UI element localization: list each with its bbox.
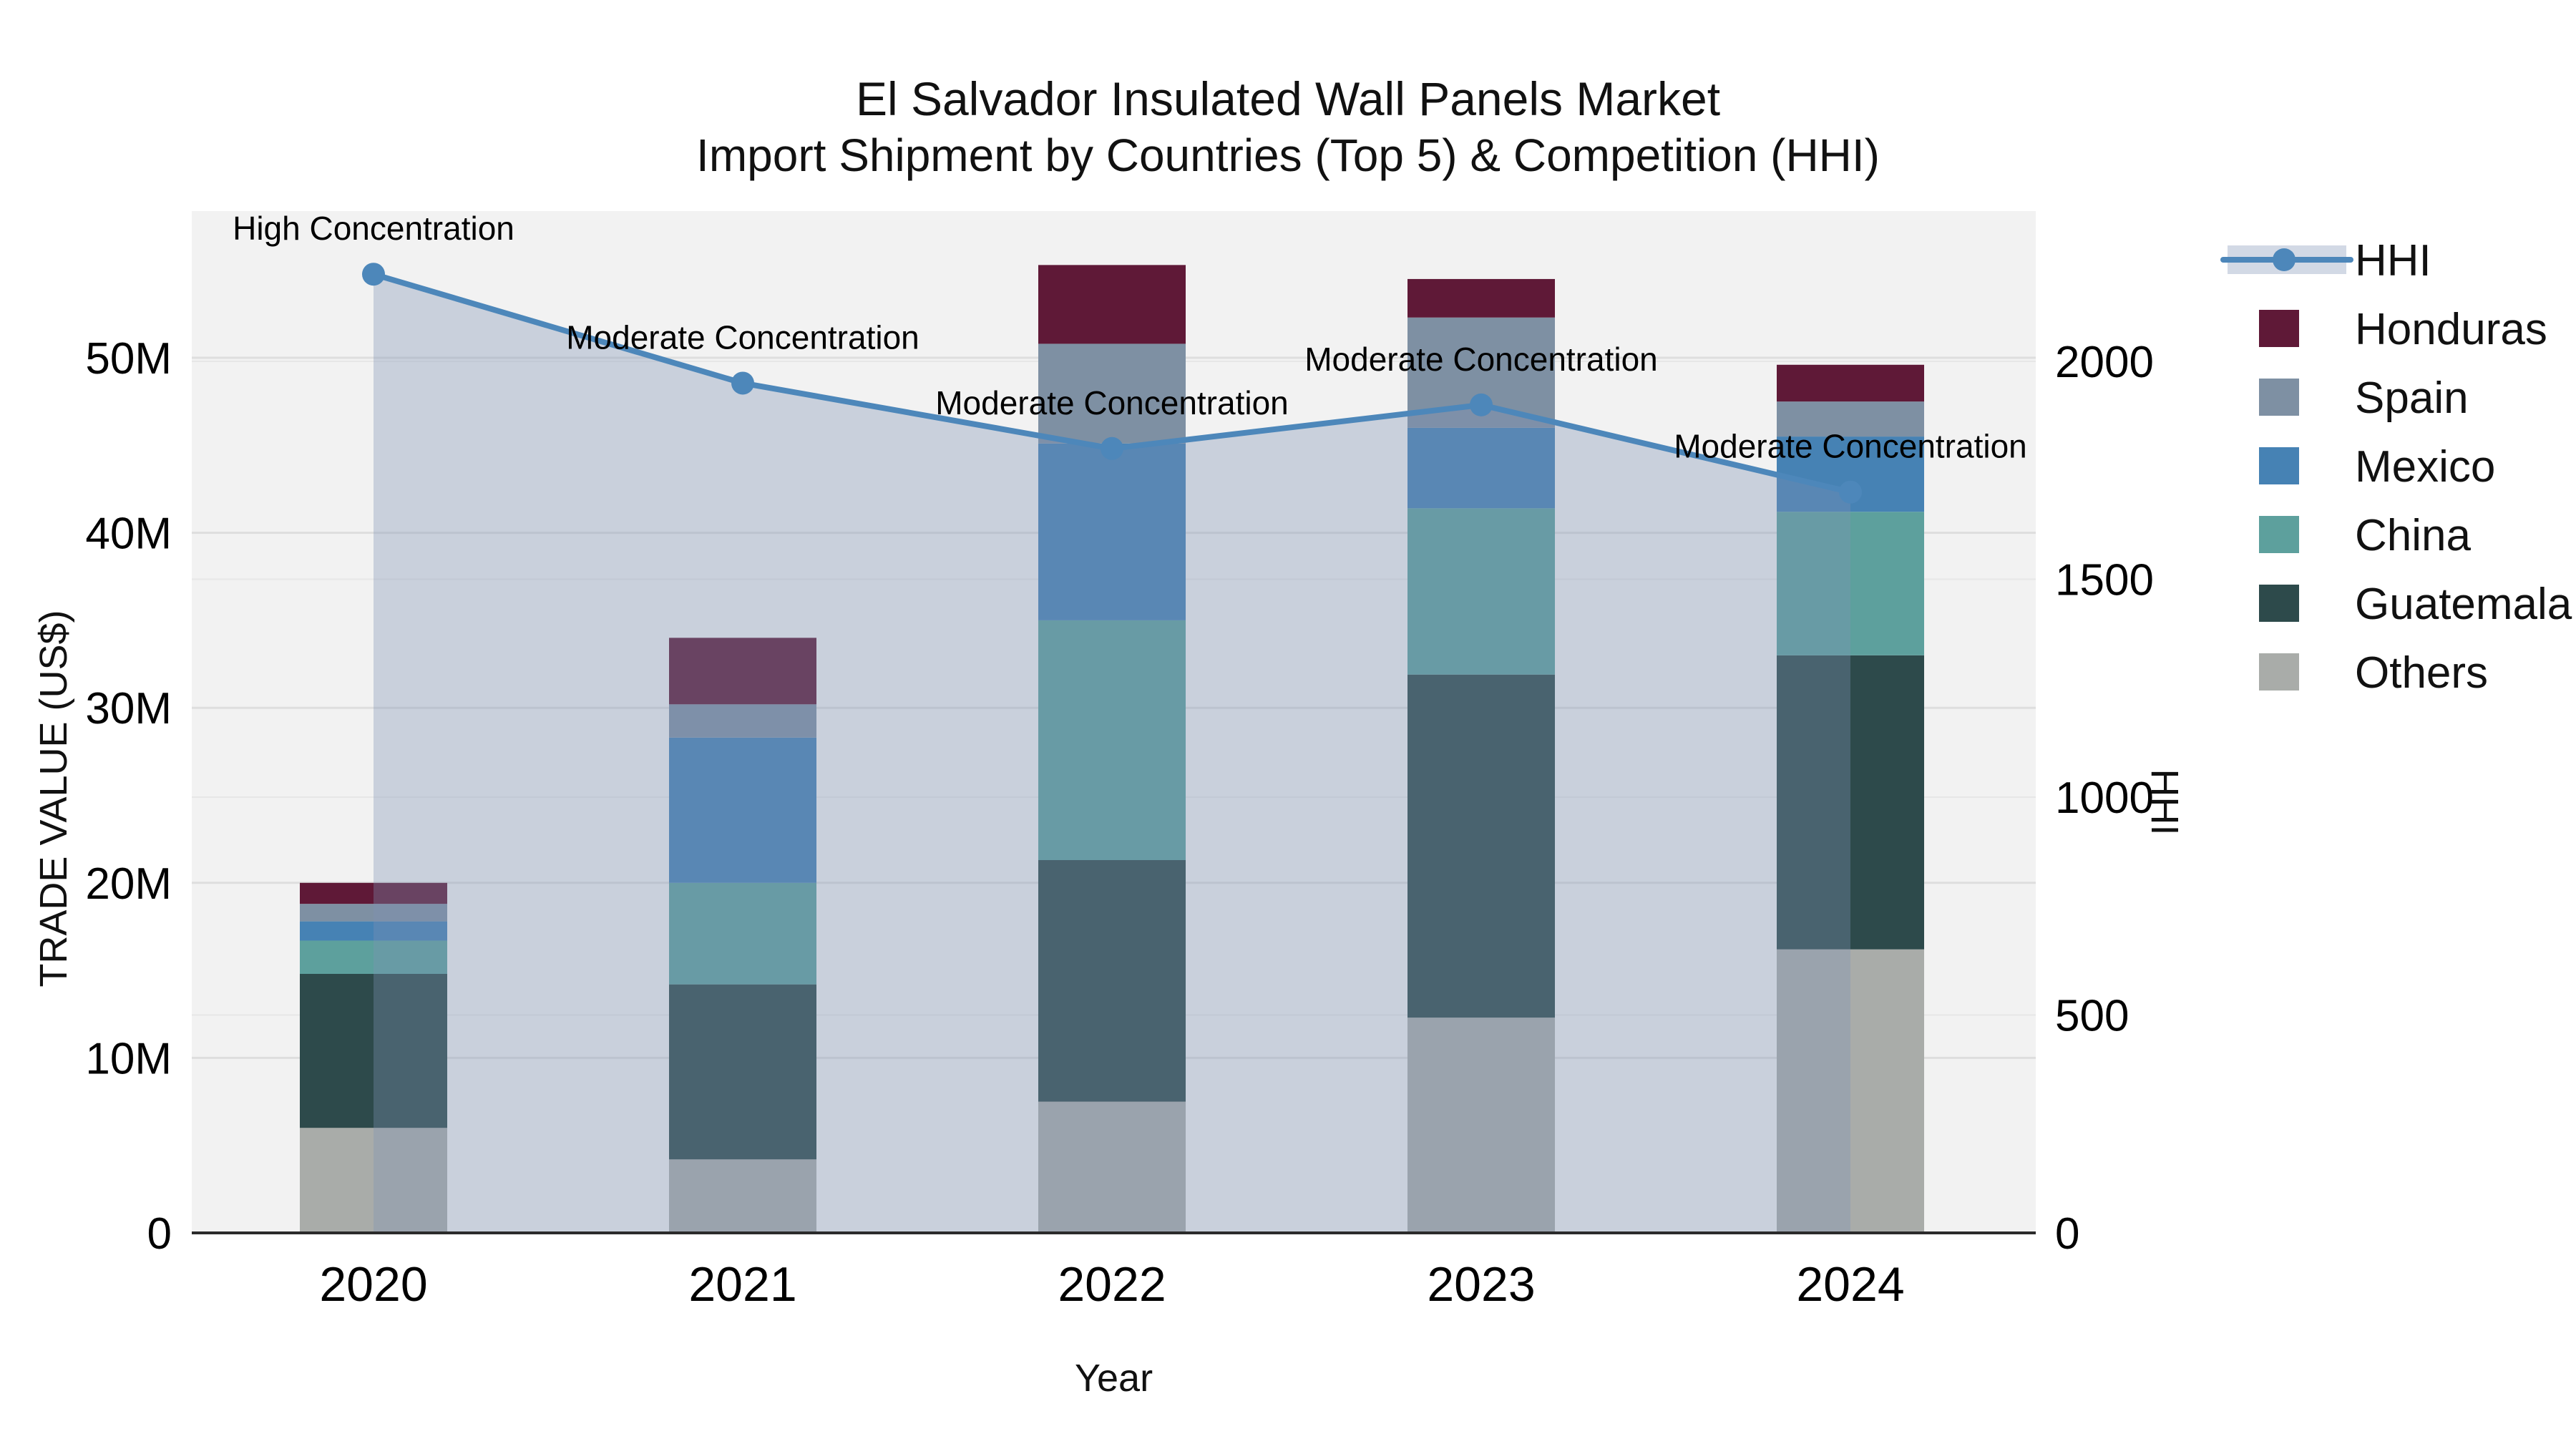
hhi-marker-2022 bbox=[1101, 436, 1123, 460]
bar-segment-mexico-2022 bbox=[1038, 443, 1186, 620]
bar-segment-honduras-2024 bbox=[1777, 364, 1924, 402]
bar-segment-others-2020 bbox=[300, 1128, 447, 1233]
y-tick-right-1500: 1500 bbox=[2055, 556, 2154, 605]
bar-segment-china-2022 bbox=[1038, 620, 1186, 861]
y-tick-right-0: 0 bbox=[2055, 1209, 2079, 1259]
legend-item-guatemala: Guatemala bbox=[2215, 569, 2576, 638]
bar-segment-others-2024 bbox=[1777, 949, 1924, 1233]
bar-segment-mexico-2020 bbox=[300, 921, 447, 941]
legend-item-spain: Spain bbox=[2215, 363, 2576, 431]
y-tick-right-500: 500 bbox=[2055, 992, 2129, 1041]
bar-segment-honduras-2023 bbox=[1407, 278, 1555, 318]
legend-swatch-china bbox=[2259, 516, 2299, 553]
bar-segment-mexico-2021 bbox=[669, 737, 816, 883]
x-tick-2020: 2020 bbox=[319, 1257, 427, 1312]
annotation-2020: High Concentration bbox=[233, 210, 514, 247]
x-tick-2024: 2024 bbox=[1796, 1257, 1904, 1312]
legend-swatch-others bbox=[2259, 653, 2299, 691]
y-axis-title-left: TRADE VALUE (US$) bbox=[32, 610, 75, 987]
y-tick-right-2000: 2000 bbox=[2055, 338, 2154, 387]
y-tick-left-20M: 20M bbox=[85, 859, 172, 909]
hhi-marker-2021 bbox=[731, 371, 754, 395]
legend-item-others: Others bbox=[2215, 638, 2576, 706]
y-axis-title-right: HHI bbox=[2143, 769, 2186, 836]
legend-swatch-spain bbox=[2259, 379, 2299, 416]
bar-segment-spain-2020 bbox=[300, 904, 447, 922]
y-tick-left-50M: 50M bbox=[85, 334, 172, 384]
legend-label-mexico: Mexico bbox=[2355, 442, 2496, 492]
y-tick-left-10M: 10M bbox=[85, 1034, 172, 1083]
bar-segment-guatemala-2023 bbox=[1407, 674, 1555, 1018]
bar-segment-honduras-2022 bbox=[1038, 265, 1186, 344]
x-tick-2021: 2021 bbox=[688, 1257, 796, 1312]
bar-segment-honduras-2021 bbox=[669, 638, 816, 705]
bar-segment-china-2021 bbox=[669, 882, 816, 985]
annotation-2022: Moderate Concentration bbox=[935, 384, 1289, 421]
y-tick-left-40M: 40M bbox=[85, 509, 172, 559]
x-axis-title: Year bbox=[1074, 1357, 1153, 1400]
x-tick-2023: 2023 bbox=[1427, 1257, 1535, 1312]
legend-label-guatemala: Guatemala bbox=[2355, 580, 2572, 629]
bar-segment-china-2020 bbox=[300, 940, 447, 974]
legend-swatch-guatemala bbox=[2259, 585, 2299, 622]
x-tick-2022: 2022 bbox=[1058, 1257, 1166, 1312]
legend-item-honduras: Honduras bbox=[2215, 294, 2576, 363]
bar-segment-spain-2021 bbox=[669, 704, 816, 738]
legend-hhi-marker-icon bbox=[2273, 248, 2296, 271]
y-tick-right-1000: 1000 bbox=[2055, 774, 2154, 823]
legend-item-china: China bbox=[2215, 500, 2576, 569]
chart-subtitle: Import Shipment by Countries (Top 5) & C… bbox=[696, 130, 1880, 181]
legend-swatch-mexico bbox=[2259, 447, 2299, 484]
bar-segment-others-2021 bbox=[669, 1159, 816, 1233]
annotation-2024: Moderate Concentration bbox=[1674, 428, 2027, 465]
bar-segment-guatemala-2020 bbox=[300, 973, 447, 1128]
annotation-2021: Moderate Concentration bbox=[566, 318, 919, 356]
bar-segment-honduras-2020 bbox=[300, 882, 447, 904]
bar-segment-guatemala-2024 bbox=[1777, 655, 1924, 950]
legend-label-spain: Spain bbox=[2355, 374, 2469, 423]
y-tick-left-0: 0 bbox=[147, 1209, 172, 1259]
bar-segment-others-2022 bbox=[1038, 1101, 1186, 1233]
legend-item-hhi: HHI bbox=[2215, 225, 2576, 294]
legend-label-china: China bbox=[2355, 511, 2471, 560]
bar-segment-spain-2024 bbox=[1777, 401, 1924, 437]
bar-segment-china-2024 bbox=[1777, 512, 1924, 655]
annotation-2023: Moderate Concentration bbox=[1304, 341, 1658, 378]
hhi-area-fill bbox=[374, 274, 1850, 1234]
legend-label-others: Others bbox=[2355, 648, 2489, 698]
legend-item-mexico: Mexico bbox=[2215, 431, 2576, 500]
legend-label-honduras: Honduras bbox=[2355, 305, 2547, 354]
y-tick-left-30M: 30M bbox=[85, 684, 172, 733]
bar-segment-others-2023 bbox=[1407, 1018, 1555, 1233]
bar-segment-mexico-2023 bbox=[1407, 427, 1555, 509]
hhi-marker-2023 bbox=[1470, 393, 1493, 416]
hhi-marker-2020 bbox=[362, 263, 385, 286]
bar-segment-guatemala-2021 bbox=[669, 984, 816, 1160]
legend-label-hhi: HHI bbox=[2355, 236, 2431, 286]
legend-swatch-honduras bbox=[2259, 310, 2299, 347]
bar-segment-spain-2022 bbox=[1038, 343, 1186, 444]
chart-title: El Salvador Insulated Wall Panels Market bbox=[855, 72, 1721, 125]
hhi-marker-2024 bbox=[1839, 480, 1862, 504]
bar-segment-guatemala-2022 bbox=[1038, 860, 1186, 1102]
bar-segment-china-2023 bbox=[1407, 508, 1555, 675]
